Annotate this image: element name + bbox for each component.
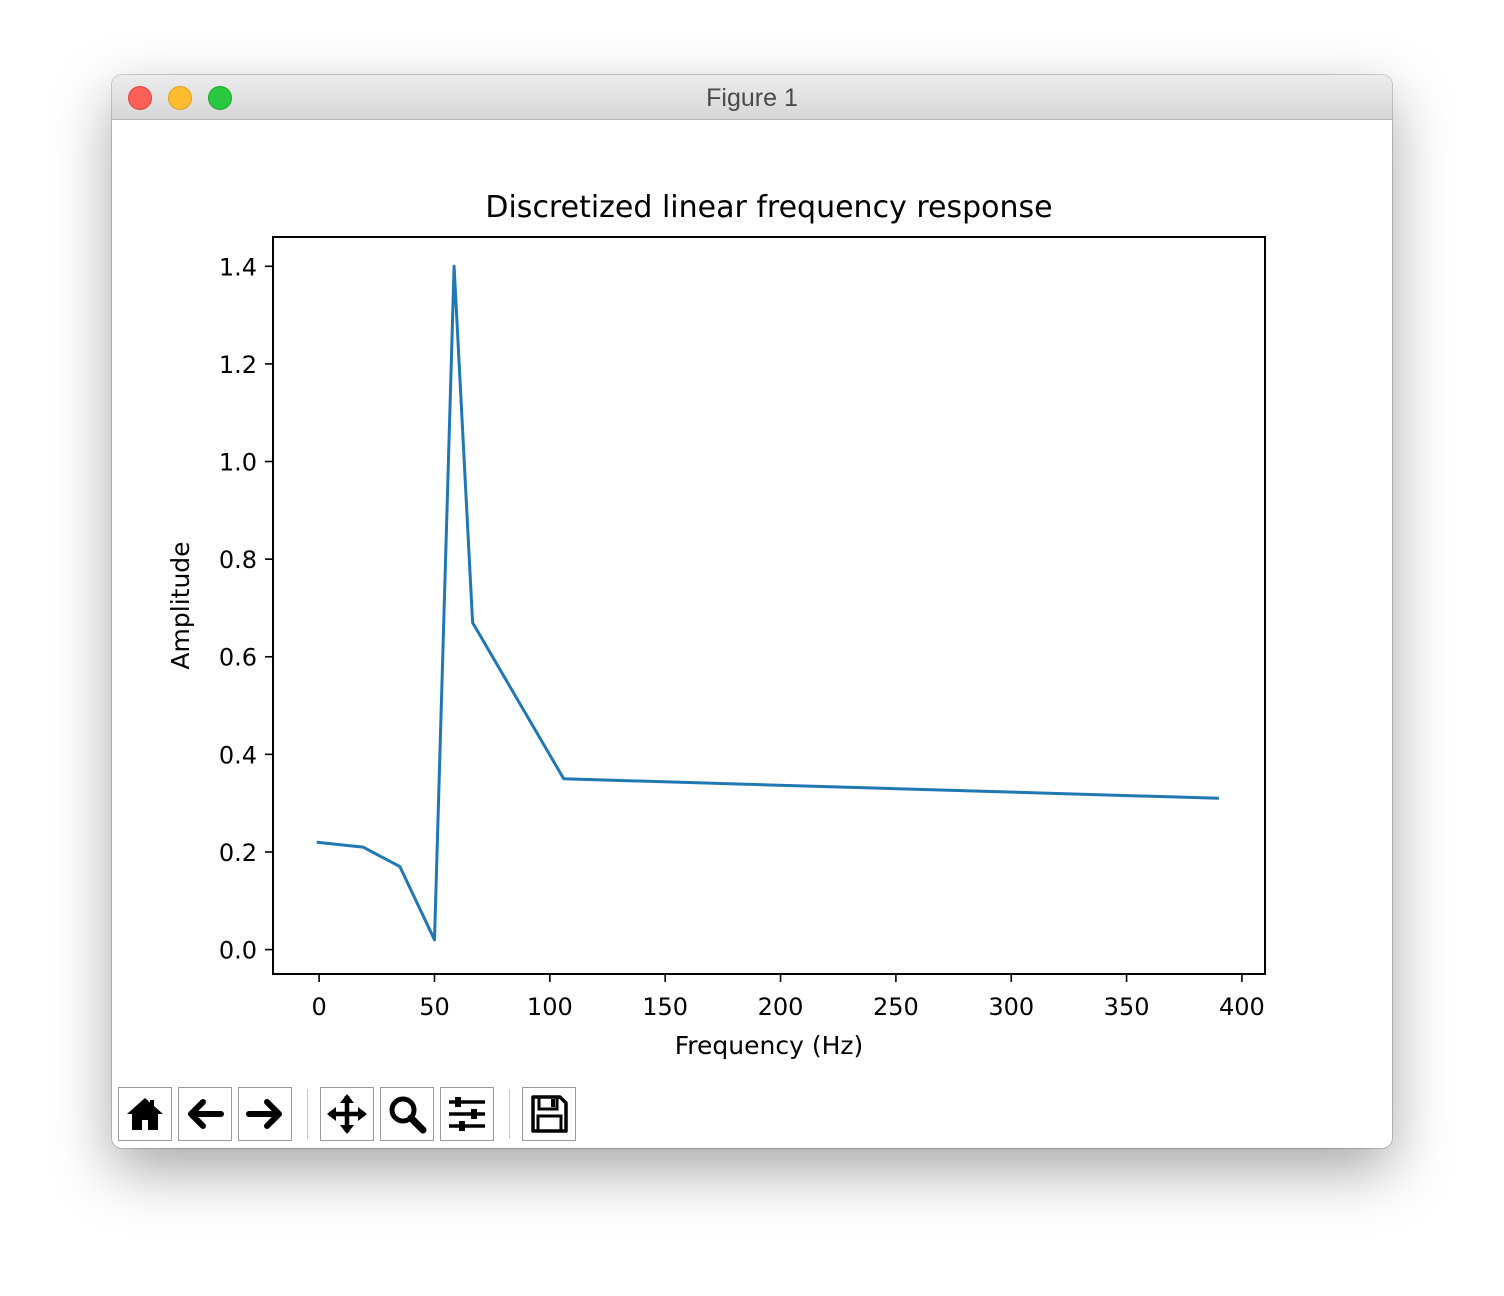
x-tick-label: 400 — [1219, 993, 1265, 1021]
back-arrow-icon — [188, 1099, 224, 1129]
y-axis-label: Amplitude — [166, 541, 195, 669]
data-point — [433, 938, 436, 941]
pan-button[interactable] — [320, 1087, 374, 1141]
x-tick-label: 350 — [1104, 993, 1150, 1021]
navigation-toolbar — [112, 1083, 1392, 1143]
save-icon — [531, 1095, 568, 1133]
data-point — [453, 265, 456, 268]
home-button[interactable] — [118, 1087, 172, 1141]
x-tick-label: 100 — [527, 993, 573, 1021]
data-point — [361, 846, 364, 849]
x-tick-label: 300 — [988, 993, 1034, 1021]
y-tick-label: 1.4 — [219, 253, 257, 281]
y-tick-label: 1.0 — [219, 449, 257, 477]
configure-subplots-button[interactable] — [440, 1087, 494, 1141]
x-tick-label: 250 — [873, 993, 919, 1021]
data-point — [1217, 797, 1220, 800]
pan-icon — [327, 1094, 367, 1134]
y-tick-label: 0.4 — [219, 741, 257, 769]
data-point — [315, 841, 318, 844]
title-bar[interactable]: Figure 1 — [112, 75, 1392, 120]
zoom-button[interactable] — [380, 1087, 434, 1141]
x-tick-label: 50 — [419, 993, 450, 1021]
zoom-icon — [389, 1096, 427, 1134]
chart-title: Discretized linear frequency response — [485, 190, 1052, 225]
save-button[interactable] — [522, 1087, 576, 1141]
y-tick-label: 1.2 — [219, 351, 257, 379]
home-icon — [127, 1098, 163, 1130]
forward-arrow-icon — [246, 1099, 282, 1129]
x-tick-label: 200 — [758, 993, 804, 1021]
maximize-button[interactable] — [208, 86, 232, 110]
y-tick-label: 0.6 — [219, 644, 257, 672]
toolbar-separator — [307, 1089, 308, 1139]
minimize-button[interactable] — [168, 86, 192, 110]
data-point — [562, 777, 565, 780]
data-point — [471, 621, 474, 624]
y-tick-label: 0.0 — [219, 937, 257, 965]
y-tick-label: 0.2 — [219, 839, 257, 867]
figure-window: Figure 1 0 50 100 150 200 250 300 350 400 0.0 0.2 0… — [112, 75, 1392, 1148]
window-title: Figure 1 — [706, 84, 798, 112]
x-axis-label: Frequency (Hz) — [675, 1031, 864, 1060]
back-button[interactable] — [178, 1087, 232, 1141]
subplots-icon — [449, 1097, 485, 1131]
axes-frame — [272, 236, 1266, 975]
data-point — [398, 865, 401, 868]
x-tick-label: 0 — [311, 993, 326, 1021]
series-line — [316, 264, 1219, 942]
y-tick-label: 0.8 — [219, 546, 257, 574]
x-tick-label: 150 — [642, 993, 688, 1021]
forward-button[interactable] — [238, 1087, 292, 1141]
close-button[interactable] — [128, 86, 152, 110]
toolbar-separator — [509, 1089, 510, 1139]
chart-canvas[interactable]: 0 50 100 150 200 250 300 350 400 0.0 0.2 0.4 0.6 0.8 1… — [112, 120, 1392, 1080]
